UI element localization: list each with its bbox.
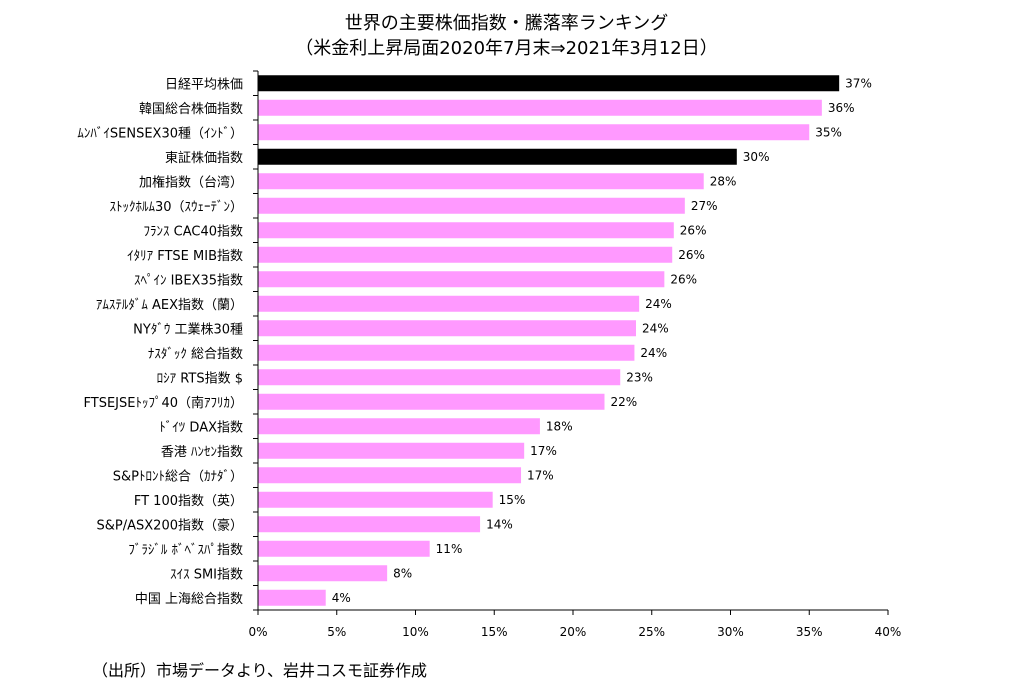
category-label: S&P/ASX200指数（豪）: [97, 517, 243, 533]
bar: [258, 75, 840, 92]
value-label: 18%: [546, 419, 573, 433]
value-label: 24%: [640, 346, 667, 360]
bar: [258, 320, 636, 337]
x-tick-label: 15%: [481, 625, 508, 639]
source-note: （出所）市場データより、岩井コスモ証券作成: [92, 661, 428, 680]
chart-title: 世界の主要株価指数・騰落率ランキング: [344, 13, 669, 34]
bar: [258, 148, 737, 165]
value-label: 24%: [645, 297, 672, 311]
category-label: ﾄﾞｲﾂ DAX指数: [159, 420, 243, 435]
category-label: ﾌﾞﾗｼﾞﾙ ﾎﾞﾍﾞｽﾊﾟ指数: [128, 543, 243, 558]
category-label: ﾑﾝﾊﾞｲSENSEX30種（ｲﾝﾄﾞ）: [77, 125, 243, 141]
category-label: ﾌﾗﾝｽ CAC40指数: [144, 224, 244, 239]
category-label: ﾛｼｱ RTS指数 $: [157, 371, 243, 386]
bar: [258, 124, 810, 141]
category-label: FTSEJSEﾄｯﾌﾟ40（南ｱﾌﾘｶ）: [84, 395, 244, 411]
value-label: 15%: [499, 493, 526, 507]
bar: [258, 467, 522, 484]
bar: [258, 393, 605, 410]
bar: [258, 369, 621, 386]
bar: [258, 589, 326, 606]
value-label: 17%: [530, 444, 557, 458]
value-label: 14%: [486, 517, 513, 531]
value-label: 26%: [680, 223, 707, 237]
bar: [258, 516, 481, 533]
category-label: ｽﾍﾟｲﾝ IBEX35指数: [134, 273, 243, 288]
bar: [258, 295, 640, 312]
category-label: ｲﾀﾘｱ FTSE MIB指数: [127, 249, 243, 264]
category-label: 加権指数（台湾）: [139, 174, 243, 190]
category-label: NYﾀﾞｳ 工業株30種: [133, 321, 243, 337]
bar: [258, 246, 673, 263]
value-label: 11%: [436, 542, 463, 556]
category-label: ｱﾑｽﾃﾙﾀﾞﾑ AEX指数（蘭）: [96, 297, 243, 313]
bar: [258, 418, 540, 435]
bar: [258, 344, 635, 361]
x-tick-label: 40%: [875, 625, 902, 639]
value-label: 26%: [670, 272, 697, 286]
value-label: 4%: [332, 591, 351, 605]
category-label: 香港 ﾊﾝｾﾝ指数: [161, 445, 243, 460]
category-label: FT 100指数（英）: [134, 494, 243, 509]
category-label: 韓国総合株価指数: [139, 102, 243, 117]
bar: [258, 271, 665, 288]
value-label: 37%: [845, 76, 872, 90]
value-label: 22%: [611, 395, 638, 409]
value-label: 8%: [393, 566, 412, 580]
bar: [258, 491, 493, 508]
category-label: ｽﾄｯｸﾎﾙﾑ30（ｽｳｪｰﾃﾞﾝ）: [109, 200, 243, 215]
value-label: 30%: [743, 150, 770, 164]
x-tick-label: 35%: [796, 625, 823, 639]
value-label: 27%: [691, 199, 718, 213]
bar: [258, 540, 430, 557]
x-tick-label: 0%: [248, 625, 267, 639]
x-tick-label: 10%: [402, 625, 429, 639]
x-tick-label: 20%: [560, 625, 587, 639]
value-label: 17%: [527, 468, 554, 482]
value-label: 23%: [626, 370, 653, 384]
value-label: 26%: [678, 248, 705, 262]
value-label: 28%: [710, 174, 737, 188]
category-label: S&Pﾄﾛﾝﾄ総合（ｶﾅﾀﾞ）: [113, 469, 243, 484]
category-label: ﾅｽﾀﾞｯｸ 総合指数: [148, 347, 243, 362]
category-label: 中国 上海総合指数: [135, 592, 243, 607]
bar: [258, 565, 388, 582]
value-label: 35%: [815, 125, 842, 139]
chart-subtitle: （米金利上昇局面2020年7月末⇒2021年3月12日）: [295, 38, 718, 59]
x-tick-label: 30%: [717, 625, 744, 639]
category-label: ｽｲｽ SMI指数: [170, 567, 243, 582]
x-tick-label: 25%: [638, 625, 665, 639]
value-label: 36%: [828, 101, 855, 115]
bar: [258, 442, 525, 459]
bar: [258, 197, 685, 214]
category-label: 日経平均株価: [165, 77, 243, 92]
category-label: 東証株価指数: [165, 150, 243, 166]
bar: [258, 173, 704, 190]
bar: [258, 99, 822, 116]
x-tick-label: 5%: [327, 625, 346, 639]
value-label: 24%: [642, 321, 669, 335]
bar: [258, 222, 674, 239]
